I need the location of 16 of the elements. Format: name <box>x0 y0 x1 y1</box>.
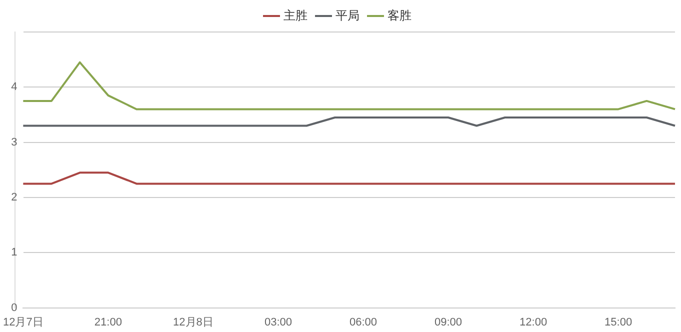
x-tick-label: 09:00 <box>434 316 462 328</box>
legend-label: 客胜 <box>388 8 412 22</box>
x-tick-label: 12:00 <box>520 316 548 328</box>
x-tick-label: 12月7日 <box>2 316 44 328</box>
legend-label: 平局 <box>336 8 360 22</box>
y-tick-label: 2 <box>11 192 18 204</box>
x-tick-label: 12月8日 <box>173 316 214 328</box>
x-tick-label: 06:00 <box>349 316 378 328</box>
y-tick-label: 4 <box>11 81 18 94</box>
y-tick-label: 3 <box>11 136 18 148</box>
legend-label: 主胜 <box>284 8 308 22</box>
y-tick-label: 1 <box>11 246 18 259</box>
x-tick-label: 03:00 <box>264 316 292 328</box>
x-tick-label: 15:00 <box>604 316 632 328</box>
x-tick-label: 21:00 <box>94 316 122 328</box>
y-tick-label: 0 <box>11 302 18 314</box>
